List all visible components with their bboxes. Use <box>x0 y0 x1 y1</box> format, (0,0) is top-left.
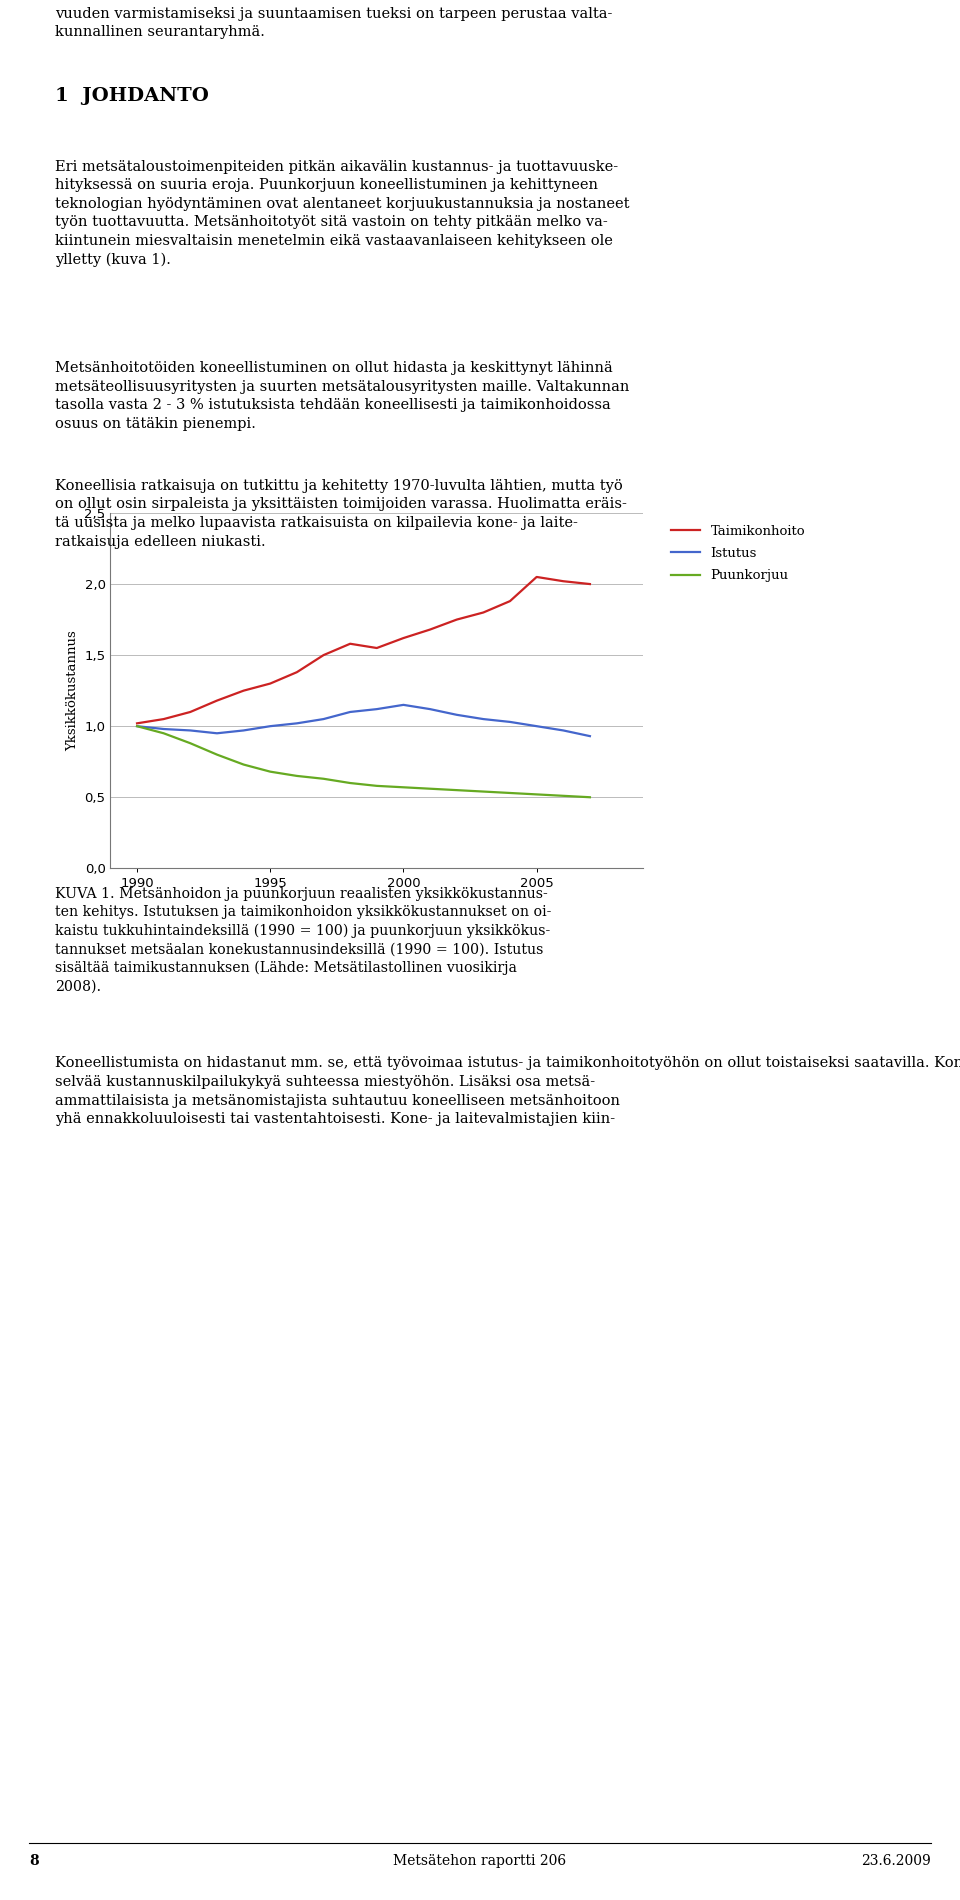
Text: 8: 8 <box>29 1854 38 1868</box>
Text: Koneellistumista on hidastanut mm. se, että työvoimaa istutus- ja taimikonhoitot: Koneellistumista on hidastanut mm. se, e… <box>55 1056 960 1127</box>
Text: vuuden varmistamiseksi ja suuntaamisen tueksi on tarpeen perustaa valta-
kunnall: vuuden varmistamiseksi ja suuntaamisen t… <box>55 6 612 40</box>
Text: Metsätehon raportti 206: Metsätehon raportti 206 <box>394 1854 566 1868</box>
Legend: Taimikonhoito, Istutus, Puunkorjuu: Taimikonhoito, Istutus, Puunkorjuu <box>666 519 810 587</box>
Text: Koneellisia ratkaisuja on tutkittu ja kehitetty 1970-luvulta lähtien, mutta työ
: Koneellisia ratkaisuja on tutkittu ja ke… <box>55 479 627 549</box>
Y-axis label: Yksikkökustannus: Yksikkökustannus <box>66 631 79 751</box>
Text: KUVA 1. Metsänhoidon ja puunkorjuun reaalisten yksikkökustannus-
ten kehitys. Is: KUVA 1. Metsänhoidon ja puunkorjuun reaa… <box>55 887 551 994</box>
Text: 23.6.2009: 23.6.2009 <box>861 1854 931 1868</box>
Text: Metsänhoitotöiden koneellistuminen on ollut hidasta ja keskittynyt lähinnä
metsä: Metsänhoitotöiden koneellistuminen on ol… <box>55 361 629 431</box>
Text: 1  JOHDANTO: 1 JOHDANTO <box>55 87 208 104</box>
Text: Eri metsätaloustoimenpiteiden pitkän aikavälin kustannus- ja tuottavuuske-
hityk: Eri metsätaloustoimenpiteiden pitkän aik… <box>55 160 629 268</box>
